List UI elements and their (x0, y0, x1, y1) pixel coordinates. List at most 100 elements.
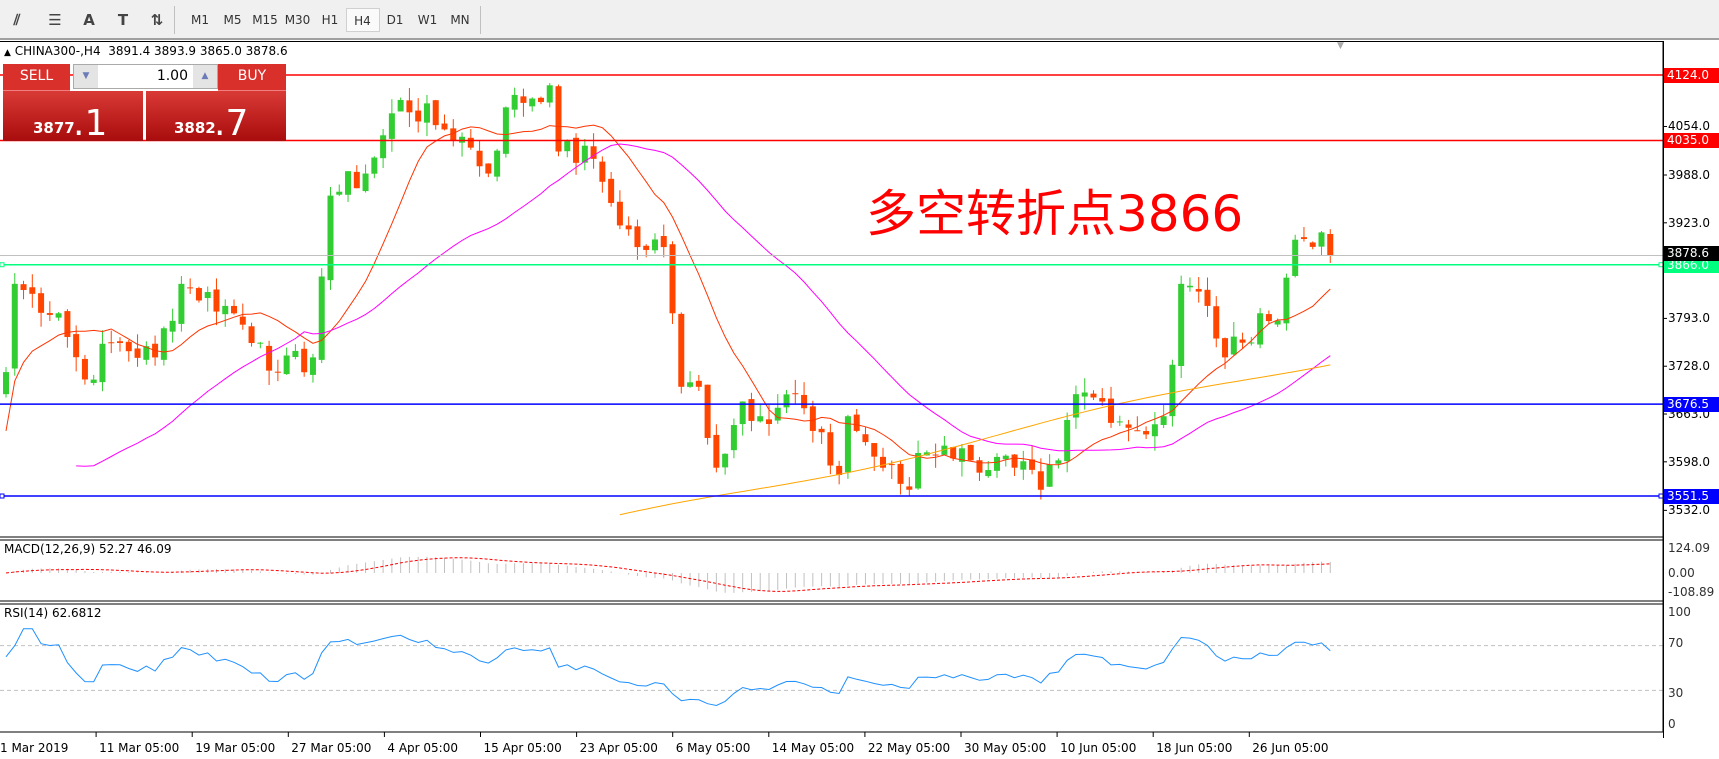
timeframe-h4[interactable]: H4 (345, 8, 380, 32)
candle-bearish (239, 316, 246, 325)
candle-bullish (1186, 285, 1193, 288)
candle-bullish (371, 157, 378, 174)
buy-price-main: 3882 (174, 119, 216, 137)
candle-bullish (958, 448, 965, 462)
level-price-tag[interactable]: 4035.0 (1664, 133, 1719, 149)
candle-bearish (1195, 288, 1202, 292)
sell-button[interactable]: SELL (3, 64, 70, 91)
lot-stepper[interactable]: ▼ 1.00 ▲ (73, 64, 218, 89)
text-label-icon[interactable]: T (117, 11, 129, 29)
text-icon[interactable]: A (83, 11, 95, 29)
candle-bullish (985, 470, 992, 477)
level-handle (1658, 262, 1664, 268)
level-price-tag[interactable]: 3676.5 (1664, 397, 1719, 413)
time-axis-label: 15 Apr 05:00 (483, 741, 562, 755)
candle-bearish (967, 444, 974, 461)
candle-bearish (792, 393, 799, 395)
timeframe-m1[interactable]: M1 (191, 13, 209, 27)
shift-marker-icon[interactable]: ▼ (1337, 41, 1344, 51)
candle-bearish (1300, 237, 1307, 240)
candle-bearish (415, 110, 422, 122)
candle-bearish (20, 284, 27, 291)
candle-bullish (336, 191, 343, 195)
time-axis-label: 6 May 05:00 (675, 741, 751, 755)
candle-bearish (485, 163, 492, 174)
macd-label: MACD(12,26,9) 52.27 46.09 (4, 542, 172, 556)
timeframe-m15[interactable]: M15 (252, 13, 278, 27)
candle-bullish (546, 85, 553, 103)
rsi-tick-label: 30 (1668, 686, 1684, 700)
candle-bullish (362, 173, 369, 192)
candle-bullish (318, 276, 325, 360)
candle-bullish (1064, 419, 1071, 462)
candle-bullish (687, 382, 694, 387)
time-axis-label: 10 Jun 05:00 (1060, 741, 1137, 755)
candle-bullish (309, 357, 316, 375)
time-axis-label: 19 Mar 05:00 (195, 741, 276, 755)
level-price-tag[interactable]: 4124.0 (1664, 68, 1719, 83)
timeframe-m30[interactable]: M30 (284, 13, 311, 27)
candle-bearish (1037, 471, 1044, 490)
time-axis-label: 23 Apr 05:00 (579, 741, 658, 755)
candle-bullish (1046, 464, 1053, 487)
candle-bearish (432, 100, 439, 126)
candle-bearish (678, 313, 685, 387)
candle-bullish (564, 140, 571, 152)
candle-bullish (1169, 364, 1176, 417)
candle-bearish (1108, 398, 1115, 423)
candle-bearish (125, 341, 132, 352)
timeframe-mn[interactable]: MN (450, 13, 470, 27)
candle-bullish (1248, 342, 1255, 344)
candle-bearish (38, 293, 45, 313)
candle-bearish (871, 443, 878, 457)
fibonacci-fan-icon[interactable]: ☰ (48, 11, 62, 29)
symbol-timeframe: CHINA300-,H4 (14, 44, 101, 58)
candle-bullish (651, 239, 658, 251)
candle-bullish (1160, 416, 1167, 425)
candle-bearish (950, 447, 957, 459)
timeframe-w1[interactable]: W1 (417, 13, 438, 27)
candle-bullish (99, 343, 106, 383)
timeframe-m5[interactable]: M5 (223, 13, 242, 27)
candle-bullish (1055, 460, 1062, 464)
candle-bullish (11, 283, 18, 369)
sell-price[interactable]: 3877 .1 (3, 91, 143, 144)
candle-bullish (1230, 336, 1237, 355)
timeframe-d1[interactable]: D1 (386, 13, 404, 27)
candle-bearish (976, 460, 983, 473)
lot-input[interactable]: 1.00 (156, 68, 188, 84)
candle-bearish (81, 358, 88, 380)
time-axis-label: 11 Mar 05:00 (99, 741, 180, 755)
candle-bearish (827, 432, 834, 466)
candle-bearish (520, 96, 527, 103)
level-handle (0, 262, 5, 268)
fast-moving-average-line (5, 124, 1331, 466)
candle-bearish (29, 287, 36, 294)
timeframe-h1[interactable]: H1 (321, 13, 339, 27)
level-handle (1658, 493, 1664, 499)
candle-bearish (625, 225, 632, 230)
candle-bearish (765, 419, 772, 425)
candle-bearish (853, 414, 860, 431)
fibonacci-expansion-icon[interactable]: ⫽ (13, 11, 21, 29)
decrease-lot-button[interactable]: ▼ (74, 65, 98, 88)
buy-price[interactable]: 3882 .7 (146, 91, 286, 144)
buy-button[interactable]: BUY (218, 64, 286, 91)
candle-bullish (292, 350, 299, 358)
candle-bullish (941, 445, 948, 455)
candle-bearish (1213, 306, 1220, 339)
arrows-icon[interactable]: ⇅ (150, 11, 164, 29)
candle-bearish (1265, 314, 1272, 322)
collapse-triangle-icon[interactable]: ▲ (4, 48, 11, 58)
chart-annotation-text[interactable]: 多空转折点3866 (866, 185, 1244, 243)
candle-bearish (695, 380, 702, 387)
candle-bearish (713, 434, 720, 468)
candle-bullish (730, 425, 737, 451)
level-price-tag[interactable]: 3551.5 (1664, 489, 1719, 505)
candle-bullish (143, 346, 150, 360)
candle-bullish (844, 416, 851, 473)
increase-lot-button[interactable]: ▲ (193, 65, 217, 88)
candle-bearish (748, 399, 755, 421)
candle-bearish (46, 313, 53, 315)
